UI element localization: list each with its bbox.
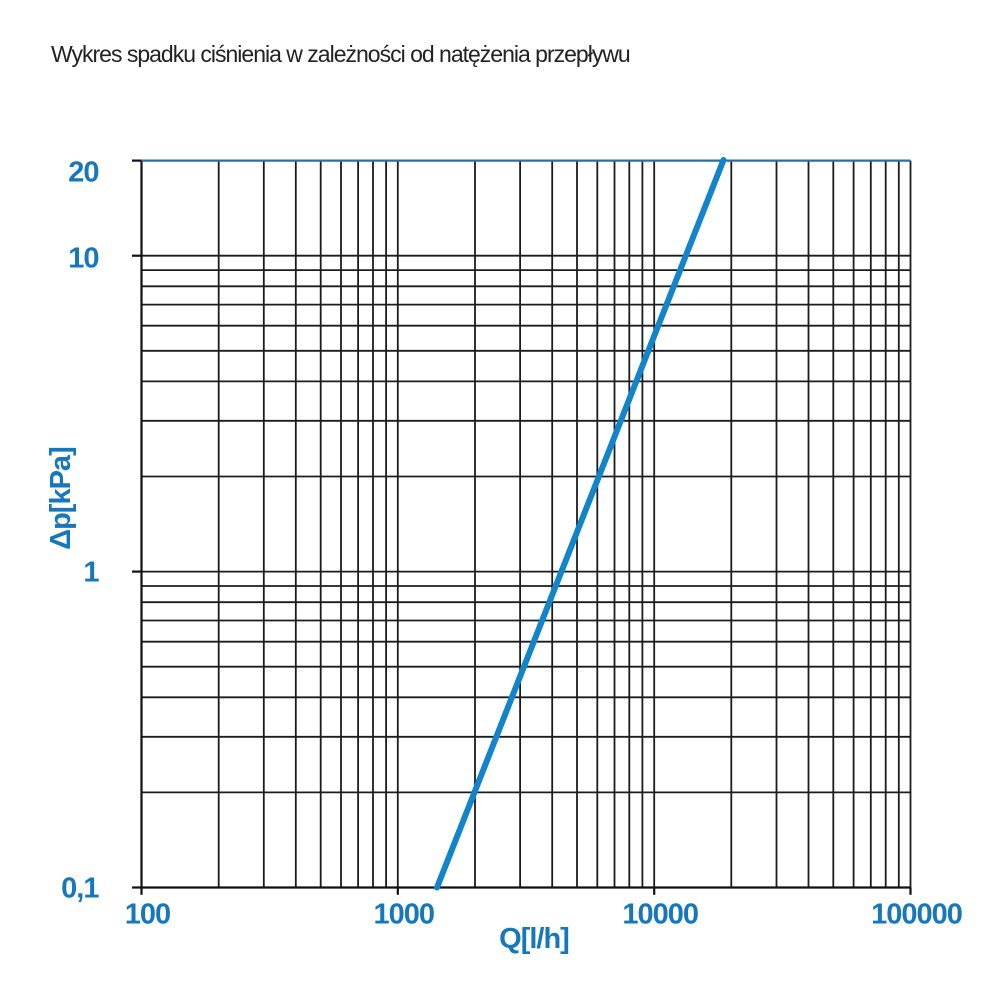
svg-text:Q[l/h]: Q[l/h]	[499, 923, 569, 955]
svg-text:Δp[kPa]: Δp[kPa]	[45, 447, 77, 550]
svg-text:1: 1	[83, 556, 99, 588]
svg-text:10000: 10000	[622, 899, 698, 931]
svg-text:100: 100	[125, 899, 170, 931]
svg-text:20: 20	[68, 156, 98, 188]
svg-text:10: 10	[68, 242, 98, 274]
svg-text:0,1: 0,1	[61, 872, 99, 904]
svg-text:1000: 1000	[374, 899, 435, 931]
svg-text:100000: 100000	[871, 899, 962, 931]
